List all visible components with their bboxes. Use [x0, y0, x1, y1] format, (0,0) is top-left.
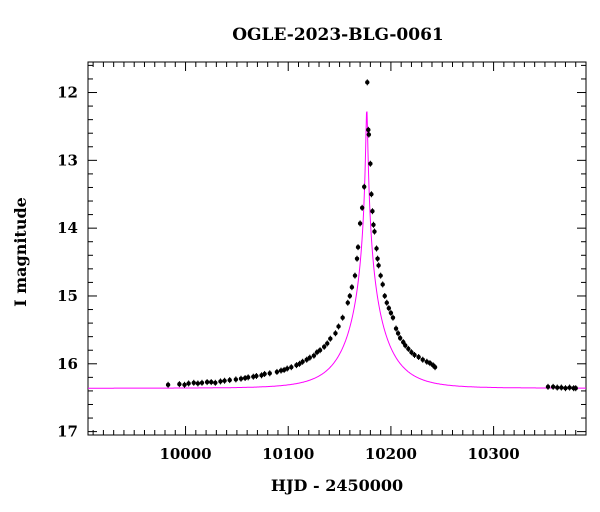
- y-tick-label: 16: [57, 355, 78, 373]
- axis-ticks: [88, 62, 587, 435]
- data-point: [374, 246, 379, 251]
- data-point: [384, 300, 389, 305]
- data-point: [375, 256, 380, 261]
- data-point: [345, 300, 350, 305]
- data-point: [559, 385, 564, 390]
- data-point: [412, 352, 417, 358]
- y-tick-label: 15: [57, 287, 78, 305]
- data-point: [573, 386, 578, 391]
- data-point: [567, 385, 572, 390]
- data-point: [370, 209, 375, 214]
- y-tick-label: 12: [57, 84, 78, 102]
- y-tick-label: 17: [57, 423, 78, 441]
- data-point: [195, 381, 201, 386]
- data-point: [432, 364, 438, 370]
- data-point: [325, 341, 330, 346]
- data-point: [317, 348, 323, 353]
- plot-frame: [87, 61, 587, 436]
- data-point: [366, 132, 372, 137]
- data-point: [362, 184, 367, 189]
- data-point: [371, 222, 376, 227]
- data-point: [285, 366, 290, 371]
- data-point: [372, 229, 377, 234]
- data-point: [289, 364, 294, 370]
- data-point: [545, 384, 551, 390]
- model-curve: [88, 111, 586, 389]
- x-tick-label: 10200: [365, 445, 417, 463]
- data-point: [209, 379, 214, 385]
- data-point: [347, 293, 353, 299]
- data-point: [267, 371, 272, 376]
- data-point: [386, 305, 392, 311]
- data-point: [336, 324, 341, 329]
- data-point: [186, 381, 191, 386]
- data-point: [382, 293, 387, 299]
- data-point: [182, 382, 187, 388]
- data-point: [401, 339, 406, 345]
- data-point: [365, 80, 370, 85]
- y-tick-label: 14: [57, 219, 78, 237]
- data-point: [349, 284, 355, 290]
- data-point: [254, 373, 259, 379]
- data-point: [409, 350, 414, 355]
- data-point: [204, 379, 210, 385]
- data-point: [352, 273, 358, 278]
- data-point: [550, 384, 556, 390]
- data-point: [340, 315, 345, 320]
- data-point: [245, 375, 251, 380]
- data-point: [393, 326, 399, 331]
- data-point: [274, 369, 280, 375]
- data-points: [165, 79, 578, 392]
- y-tick-label: 13: [57, 151, 78, 169]
- y-axis-title: I magnitude: [11, 197, 30, 307]
- data-point: [321, 344, 327, 350]
- data-point: [368, 161, 373, 166]
- data-point: [406, 346, 411, 352]
- data-point: [199, 380, 205, 385]
- data-point: [380, 282, 385, 287]
- data-point: [420, 357, 425, 362]
- axis-tick-labels: 10000 10100 10200 10300 12 13 14 15 16 17: [57, 84, 520, 463]
- data-point: [416, 354, 421, 360]
- data-point: [238, 376, 244, 381]
- data-point: [191, 380, 196, 385]
- data-point: [354, 256, 360, 261]
- data-point: [177, 381, 182, 387]
- data-point: [328, 336, 333, 341]
- data-point: [369, 192, 374, 197]
- x-tick-label: 10300: [467, 445, 519, 463]
- data-point: [390, 315, 396, 320]
- data-point: [333, 331, 338, 336]
- data-point: [307, 355, 312, 360]
- data-point: [376, 263, 381, 268]
- data-point: [213, 380, 218, 385]
- x-tick-label: 10000: [159, 445, 211, 463]
- data-point: [165, 382, 171, 388]
- data-point: [388, 310, 394, 316]
- data-point: [355, 244, 361, 250]
- data-point: [357, 221, 363, 226]
- data-point: [233, 377, 239, 382]
- data-point: [222, 378, 227, 383]
- data-point: [300, 359, 305, 364]
- chart-title: OGLE-2023-BLG-0061: [232, 25, 444, 45]
- data-point: [359, 205, 365, 211]
- data-point: [366, 127, 371, 133]
- data-point: [563, 386, 568, 391]
- data-point: [555, 385, 560, 390]
- data-point: [378, 273, 383, 278]
- data-point: [311, 353, 317, 358]
- data-point: [403, 343, 408, 348]
- data-point: [262, 371, 267, 377]
- data-point: [395, 331, 401, 336]
- data-point: [227, 377, 232, 383]
- x-tick-label: 10100: [262, 445, 314, 463]
- data-point: [397, 335, 403, 341]
- data-point: [218, 379, 223, 384]
- x-axis-title: HJD - 2450000: [271, 476, 403, 495]
